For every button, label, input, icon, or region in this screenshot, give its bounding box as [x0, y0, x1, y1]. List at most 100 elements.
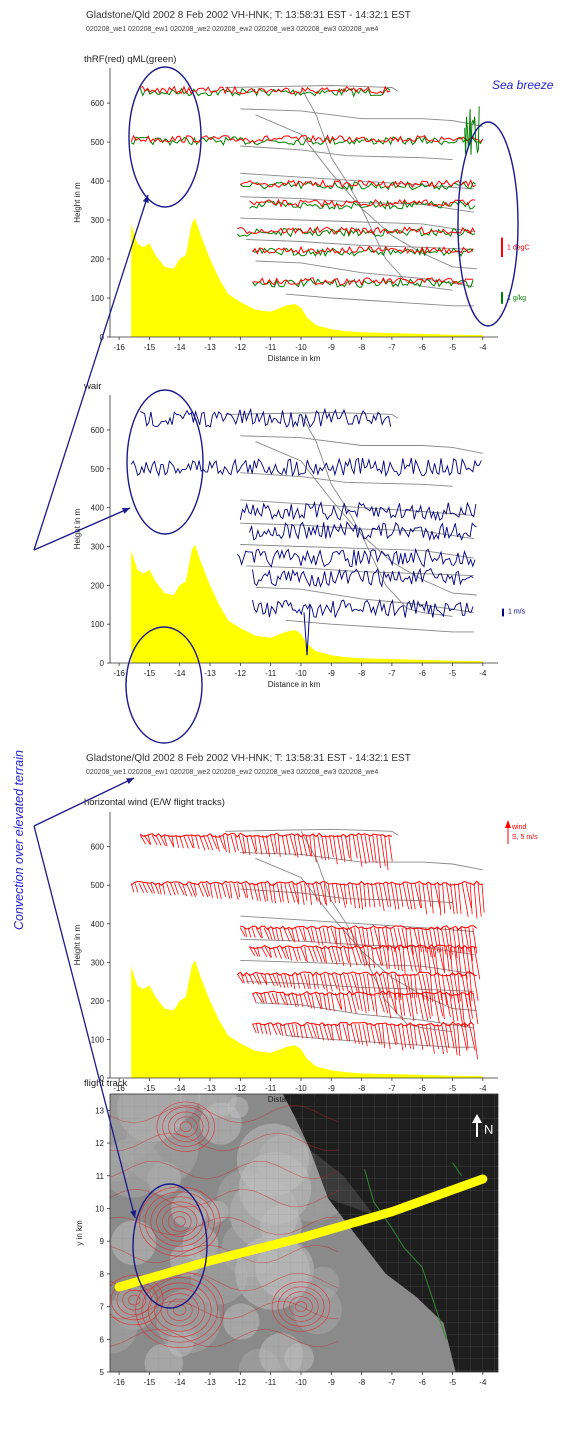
wind-vector — [291, 1023, 296, 1037]
wind-vector — [225, 883, 231, 899]
temperature-line-we4 — [140, 85, 391, 95]
wind-track — [252, 1021, 475, 1027]
wind-vector — [260, 946, 268, 958]
wind-vector — [449, 993, 455, 1023]
wind-vector — [315, 1023, 320, 1040]
wind-vector — [150, 883, 155, 894]
arrow-to-panel-2-head — [122, 508, 130, 514]
wind-vector — [299, 973, 306, 990]
x-tick-label: -10 — [295, 1084, 307, 1093]
y-tick-label: 300 — [91, 958, 105, 967]
wind-vector — [379, 883, 385, 912]
wind-vector — [299, 1023, 304, 1039]
wind-vector — [218, 834, 225, 850]
temperature-line-we3 — [240, 179, 476, 189]
wind-vector — [468, 1023, 476, 1051]
wind-vector — [319, 973, 325, 990]
y-tick-label: 8 — [100, 1270, 105, 1279]
wind-vector — [319, 1023, 325, 1041]
wind-vector — [312, 946, 319, 962]
humidity-scale-label: 1 g/kg — [507, 295, 526, 302]
contour-ring — [144, 1191, 215, 1252]
wind-vector — [283, 927, 290, 942]
wind-vector — [390, 946, 396, 970]
wind-vector — [130, 883, 135, 893]
x-tick-label: -6 — [419, 1378, 427, 1387]
wind-vector — [363, 973, 368, 997]
y-tick-label: 12 — [95, 1139, 104, 1148]
terrain-area — [131, 218, 483, 337]
wind-vector — [310, 927, 315, 943]
x-tick-label: -14 — [174, 343, 186, 352]
map-axes: 5 6 7 8 9 10 11 12 13 -16 -15 -14 -13 -12 -11 -10 -9 -8 -7… — [75, 1093, 499, 1387]
trajectory-line — [255, 586, 474, 613]
wind-vector — [296, 883, 300, 903]
wind-vector — [267, 1023, 272, 1035]
wind-vector — [436, 927, 442, 953]
wind-vector — [275, 1023, 282, 1035]
north-label: N — [484, 1122, 493, 1137]
wind-vector — [360, 835, 367, 864]
wind-vector — [397, 993, 403, 1020]
wind-vector — [292, 883, 299, 905]
wind-vector — [158, 883, 162, 895]
wind-vector — [438, 883, 442, 916]
wind-vector — [366, 927, 370, 946]
wind-track — [139, 832, 393, 838]
wind-barbs-we4 — [139, 832, 393, 870]
wind-vector — [256, 973, 262, 985]
wind-vector — [330, 993, 335, 1012]
wind-track — [252, 990, 475, 996]
wind-vector — [295, 927, 300, 943]
wind-vector — [252, 883, 259, 902]
wind-vector — [155, 834, 162, 846]
wind-vector — [236, 973, 244, 984]
y-tick-label: 600 — [91, 843, 105, 852]
contour-ring — [162, 1206, 198, 1237]
wind-vector — [473, 946, 481, 980]
wind-vector — [283, 993, 289, 1006]
wind-vector — [358, 1023, 364, 1045]
wind-vector — [358, 927, 364, 948]
wind-vector — [259, 1023, 264, 1034]
wind-vector — [326, 927, 331, 944]
wind-vector — [453, 1023, 458, 1056]
wind-vector — [452, 927, 458, 959]
wind-vector — [182, 883, 188, 897]
wind-vector — [206, 834, 214, 851]
y-tick-label: 400 — [91, 920, 105, 929]
y-tick-label: 10 — [95, 1204, 104, 1213]
wind-vector — [367, 946, 371, 968]
wind-vector — [255, 927, 262, 938]
wind-vector — [405, 927, 409, 950]
wind-vector — [262, 835, 268, 855]
wind-vector — [456, 1023, 461, 1056]
wind-vector — [229, 883, 233, 899]
wind-vector — [351, 946, 358, 966]
y-tick-label: 0 — [100, 659, 105, 668]
wind-vector — [414, 883, 422, 908]
wind-vector — [355, 883, 361, 909]
wind-barbs-ew1 — [252, 990, 479, 1028]
y-tick-label: 0 — [100, 1074, 105, 1083]
trajectory-line — [225, 85, 399, 92]
trajectory-line — [285, 293, 474, 307]
wind-vector — [401, 993, 405, 1016]
trajectory-line — [240, 108, 483, 127]
wind-vector — [308, 946, 315, 963]
wind-vector — [171, 835, 175, 848]
wind-vector — [323, 993, 327, 1011]
wind-vector — [390, 973, 397, 1000]
wind-vector — [238, 835, 245, 855]
wind-vector — [429, 993, 433, 1017]
wind-vector — [307, 993, 313, 1009]
wind-vector — [322, 927, 327, 943]
wind-vector — [167, 834, 174, 847]
wind-vector — [316, 883, 322, 905]
wind-vector — [202, 834, 210, 850]
wind-vector — [263, 1023, 268, 1035]
wind-vector — [288, 973, 293, 988]
wind-vector — [250, 835, 257, 855]
wind-vector — [276, 946, 282, 959]
trajectory-line — [300, 414, 453, 617]
